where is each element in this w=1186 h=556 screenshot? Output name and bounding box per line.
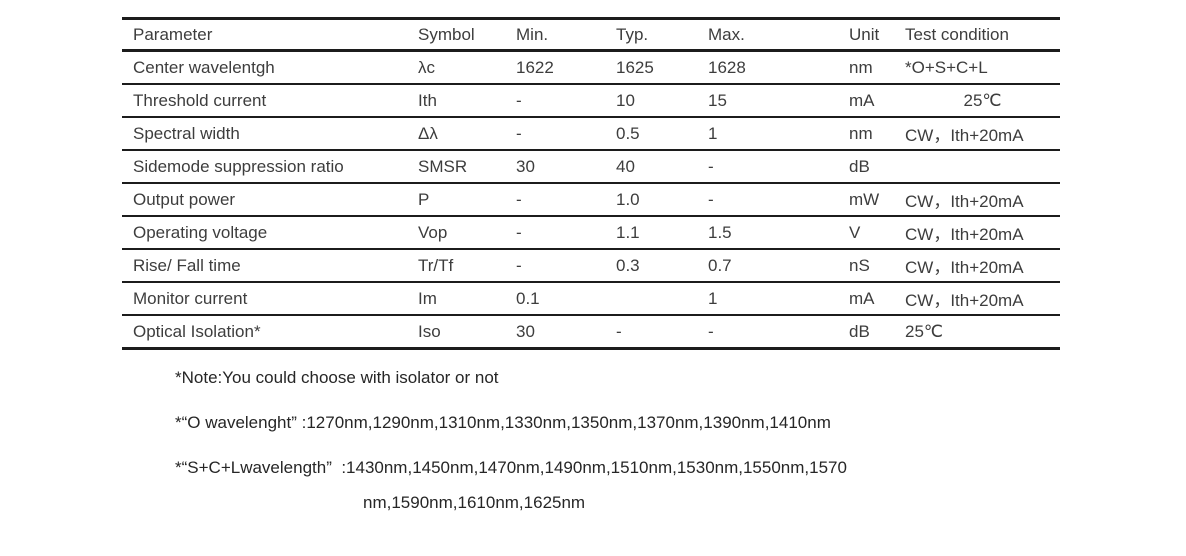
cell-symbol: Iso xyxy=(418,321,441,341)
note-scl-wavelength-line2: nm,1590nm,1610nm,1625nm xyxy=(363,493,586,512)
cell-typ: 10 xyxy=(616,90,635,110)
cell-parameter: Center wavelentgh xyxy=(133,57,275,77)
cell-unit: mA xyxy=(849,90,875,110)
cell-symbol: SMSR xyxy=(418,156,468,176)
note-o-wavelength: *“O wavelenght” :1270nm,1290nm,1310nm,13… xyxy=(175,413,831,432)
cell-parameter: Output power xyxy=(133,189,236,209)
cell-test-condition: CW，Ith+20mA xyxy=(905,225,1024,244)
cell-symbol: Im xyxy=(418,288,437,308)
cell-min: 30 xyxy=(516,156,535,176)
cell-max: 1 xyxy=(708,288,718,308)
cell-max: - xyxy=(708,156,714,176)
table-row: Optical Isolation* Iso 30 - - dB 25℃ xyxy=(122,316,1060,347)
cell-min: 1622 xyxy=(516,57,554,77)
cell-min: - xyxy=(516,222,522,242)
cell-parameter: Sidemode suppression ratio xyxy=(133,156,344,176)
cell-test-condition: CW，Ith+20mA xyxy=(905,126,1024,145)
cell-test-condition: 25℃ xyxy=(905,321,944,341)
spec-table: Parameter Symbol Min. Typ. Max. Unit Tes… xyxy=(122,17,1060,350)
cell-test-condition: 25℃ xyxy=(963,90,1002,110)
cell-symbol: Ith xyxy=(418,90,437,110)
cell-max: - xyxy=(708,189,714,209)
cell-unit: dB xyxy=(849,156,870,176)
cell-parameter: Monitor current xyxy=(133,288,248,308)
note-isolator: *Note:You could choose with isolator or … xyxy=(175,368,499,387)
cell-unit: mA xyxy=(849,288,875,308)
cell-parameter: Threshold current xyxy=(133,90,267,110)
cell-symbol: Tr/Tf xyxy=(418,255,454,275)
table-row: Spectral width Δλ - 0.5 1 nm CW，Ith+20mA xyxy=(122,118,1060,151)
table-header-row: Parameter Symbol Min. Typ. Max. Unit Tes… xyxy=(122,20,1060,52)
cell-min: - xyxy=(516,189,522,209)
cell-unit: dB xyxy=(849,321,870,341)
cell-typ: 0.5 xyxy=(616,123,640,143)
cell-unit: V xyxy=(849,222,861,242)
cell-max: 1628 xyxy=(708,57,746,77)
table-body: Center wavelentgh λc 1622 1625 1628 nm *… xyxy=(122,52,1060,347)
table-row: Threshold current Ith - 10 15 mA 25℃ xyxy=(122,85,1060,118)
cell-min: 30 xyxy=(516,321,535,341)
cell-test-condition: *O+S+C+L xyxy=(905,57,988,77)
cell-typ: - xyxy=(616,321,622,341)
cell-max: 1.5 xyxy=(708,222,732,242)
column-header-unit: Unit xyxy=(849,24,880,44)
cell-typ: 1.0 xyxy=(616,189,640,209)
cell-max: - xyxy=(708,321,714,341)
column-header-symbol: Symbol xyxy=(418,24,475,44)
cell-typ: 1625 xyxy=(616,57,654,77)
note-scl-wavelength-line1: *“S+C+Lwavelength” :1430nm,1450nm,1470nm… xyxy=(175,458,847,477)
cell-min: - xyxy=(516,123,522,143)
table-row: Output power P - 1.0 - mW CW，Ith+20mA xyxy=(122,184,1060,217)
column-header-typ: Typ. xyxy=(616,24,649,44)
column-header-min: Min. xyxy=(516,24,549,44)
table-row: Center wavelentgh λc 1622 1625 1628 nm *… xyxy=(122,52,1060,85)
cell-test-condition: CW，Ith+20mA xyxy=(905,291,1024,310)
table-row: Operating voltage Vop - 1.1 1.5 V CW，Ith… xyxy=(122,217,1060,250)
cell-test-condition: CW，Ith+20mA xyxy=(905,192,1024,211)
cell-unit: nm xyxy=(849,123,873,143)
cell-test-condition: CW，Ith+20mA xyxy=(905,258,1024,277)
cell-unit: mW xyxy=(849,189,880,209)
cell-min: - xyxy=(516,90,522,110)
cell-min: - xyxy=(516,255,522,275)
column-header-parameter: Parameter xyxy=(133,24,213,44)
cell-unit: nm xyxy=(849,57,873,77)
cell-symbol: P xyxy=(418,189,430,209)
column-header-max: Max. xyxy=(708,24,745,44)
table-row: Monitor current Im 0.1 1 mA CW，Ith+20mA xyxy=(122,283,1060,316)
cell-typ: 0.3 xyxy=(616,255,640,275)
cell-symbol: Δλ xyxy=(418,123,438,143)
table-row: Rise/ Fall time Tr/Tf - 0.3 0.7 nS CW，It… xyxy=(122,250,1060,283)
column-header-test-condition: Test condition xyxy=(905,24,1009,44)
cell-parameter: Operating voltage xyxy=(133,222,268,242)
cell-max: 15 xyxy=(708,90,727,110)
cell-symbol: Vop xyxy=(418,222,448,242)
cell-max: 0.7 xyxy=(708,255,732,275)
cell-symbol: λc xyxy=(418,57,435,77)
cell-unit: nS xyxy=(849,255,870,275)
cell-parameter: Rise/ Fall time xyxy=(133,255,241,275)
cell-typ: 1.1 xyxy=(616,222,640,242)
cell-max: 1 xyxy=(708,123,718,143)
cell-parameter: Spectral width xyxy=(133,123,240,143)
cell-parameter: Optical Isolation* xyxy=(133,321,261,341)
cell-typ: 40 xyxy=(616,156,635,176)
cell-min: 0.1 xyxy=(516,288,540,308)
table-row: Sidemode suppression ratio SMSR 30 40 - … xyxy=(122,151,1060,184)
